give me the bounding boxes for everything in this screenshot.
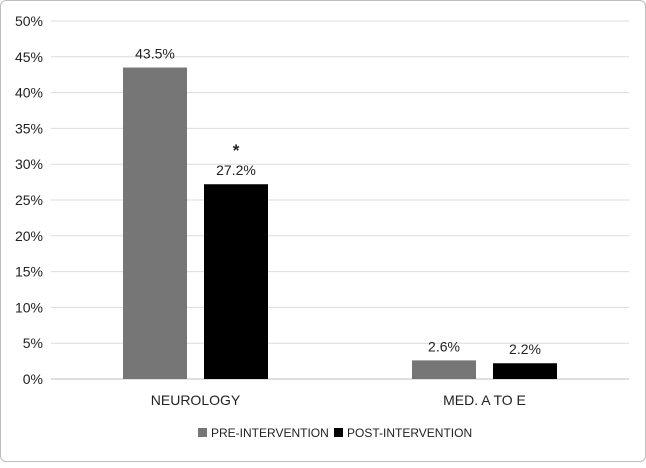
- y-tick-label: 45%: [15, 49, 43, 65]
- bar-pre-intervention-0: [123, 67, 187, 379]
- x-category-label: NEUROLOGY: [151, 392, 241, 408]
- significance-annotation: *: [233, 141, 240, 160]
- data-label: 2.2%: [509, 341, 541, 357]
- x-category-label: MED. A TO E: [443, 392, 526, 408]
- y-tick-label: 50%: [15, 13, 43, 29]
- bar-post-intervention-1: [493, 363, 557, 379]
- legend-label: POST-INTERVENTION: [347, 426, 472, 440]
- legend: PRE-INTERVENTION POST-INTERVENTION: [198, 426, 472, 440]
- data-label: 43.5%: [135, 46, 175, 62]
- legend-swatch: [198, 428, 207, 437]
- y-tick-label: 40%: [15, 85, 43, 101]
- y-tick-label: 5%: [23, 335, 43, 351]
- bars: [123, 67, 557, 379]
- y-tick-label: 10%: [15, 299, 43, 315]
- bar-pre-intervention-1: [412, 360, 476, 379]
- bar-post-intervention-0: [204, 184, 268, 379]
- legend-label: PRE-INTERVENTION: [211, 426, 329, 440]
- data-label: 27.2%: [216, 162, 256, 178]
- y-tick-label: 0%: [23, 371, 43, 387]
- x-axis-ticks: NEUROLOGY MED. A TO E: [151, 392, 526, 408]
- y-tick-label: 20%: [15, 228, 43, 244]
- y-tick-label: 15%: [15, 264, 43, 280]
- data-labels: 43.5% 27.2% * 2.6% 2.2%: [135, 46, 541, 358]
- y-tick-label: 30%: [15, 156, 43, 172]
- data-label: 2.6%: [428, 338, 460, 354]
- y-tick-label: 25%: [15, 192, 43, 208]
- legend-swatch: [334, 428, 343, 437]
- y-axis-ticks: 0% 5% 10% 15% 20% 25% 30% 35% 40% 45% 50%: [15, 13, 43, 387]
- y-tick-label: 35%: [15, 120, 43, 136]
